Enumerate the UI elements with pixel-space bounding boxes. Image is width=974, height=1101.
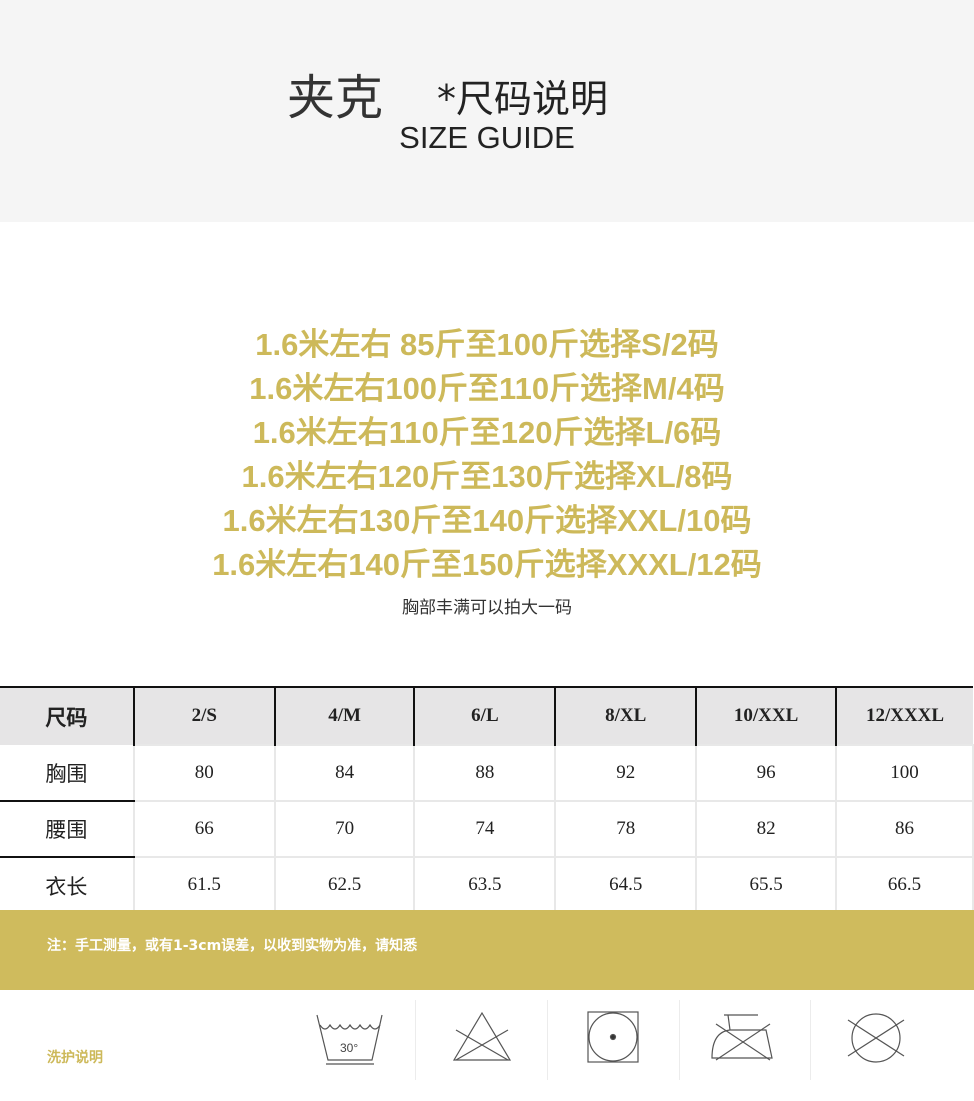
header-cell: 8/XL: [554, 686, 697, 745]
disclaimer-band: 注：手工测量，或有1-3cm误差，以收到实物为准，请知悉: [0, 910, 974, 990]
no-dry-clean-icon: [847, 1013, 905, 1063]
row-label: 胸围: [0, 745, 134, 802]
wash-temp: 30°: [340, 1041, 358, 1055]
header-banner: [0, 0, 974, 222]
table-cell: 86: [835, 800, 974, 858]
table-cell: 64.5: [554, 856, 698, 914]
care-label: 洗护说明: [47, 1050, 103, 1066]
no-bleach-icon: [452, 1011, 512, 1061]
table-cell: 78: [554, 800, 698, 858]
table-cell: 96: [695, 744, 838, 802]
header-cell: 2/S: [132, 686, 275, 745]
header-cell: 10/XXL: [695, 686, 837, 745]
table-cell: 84: [273, 744, 416, 802]
table-cell: 61.5: [132, 856, 276, 914]
size-table: 尺码 2/S 4/M 6/L 8/XL 10/XXL 12/XXXL 胸围 80 8…: [0, 686, 974, 914]
disclaimer-text: 注：手工测量，或有1-3cm误差，以收到实物为准，请知悉: [47, 938, 418, 954]
table-row: 衣长 61.5 62.5 63.5 64.5 65.5 66.5: [0, 856, 974, 914]
divider: [547, 1000, 548, 1080]
table-cell: 63.5: [413, 856, 557, 914]
table-cell: 82: [695, 800, 838, 858]
row-label: 衣长: [0, 857, 134, 913]
table-cell: 70: [273, 800, 416, 858]
wash-30-icon: 30°: [316, 1014, 383, 1065]
recommendation-line: 1.6米左右120斤至130斤选择XL/8码: [241, 459, 733, 494]
table-cell: 80: [132, 744, 276, 802]
table-cell: 74: [413, 800, 557, 858]
no-iron-icon: [711, 1014, 773, 1061]
recommendation-line: 1.6米左右110斤至120斤选择L/6码: [252, 415, 722, 450]
divider: [679, 1000, 680, 1080]
table-cell: 100: [835, 744, 974, 802]
header-cell: 4/M: [273, 686, 415, 745]
fit-note: 胸部丰满可以拍大一码: [402, 598, 572, 618]
recommendation-line: 1.6米左右 85斤至100斤选择S/2码: [255, 327, 719, 362]
header-cell: 12/XXXL: [835, 686, 973, 745]
recommendation-line: 1.6米左右140斤至150斤选择XXXL/12码: [212, 547, 762, 582]
table-cell: 66.5: [835, 856, 974, 914]
size-recommendations: 1.6米左右 85斤至100斤选择S/2码 1.6米左右100斤至110斤选择M…: [0, 323, 974, 587]
table-cell: 92: [554, 744, 698, 802]
table-row: 胸围 80 84 88 92 96 100: [0, 744, 974, 802]
table-row: 腰围 66 70 74 78 82 86: [0, 800, 974, 858]
page-title: 夹克: [287, 70, 384, 126]
tumble-dry-icon: [587, 1011, 639, 1063]
table-cell: 65.5: [695, 856, 838, 914]
recommendation-line: 1.6米左右130斤至140斤选择XXL/10码: [222, 503, 752, 538]
header-cell: 尺码: [0, 686, 134, 745]
table-cell: 62.5: [273, 856, 416, 914]
row-label: 腰围: [0, 801, 134, 858]
page-subtitle: *尺码说明: [437, 77, 609, 121]
divider: [810, 1000, 811, 1080]
size-guide-label: SIZE GUIDE: [399, 120, 575, 155]
table-cell: 66: [132, 800, 276, 858]
header-cell: 6/L: [413, 686, 556, 745]
table-header-row: 尺码 2/S 4/M 6/L 8/XL 10/XXL 12/XXXL: [0, 686, 973, 745]
divider: [415, 1000, 416, 1080]
recommendation-line: 1.6米左右100斤至110斤选择M/4码: [249, 371, 725, 406]
table-cell: 88: [413, 744, 557, 802]
